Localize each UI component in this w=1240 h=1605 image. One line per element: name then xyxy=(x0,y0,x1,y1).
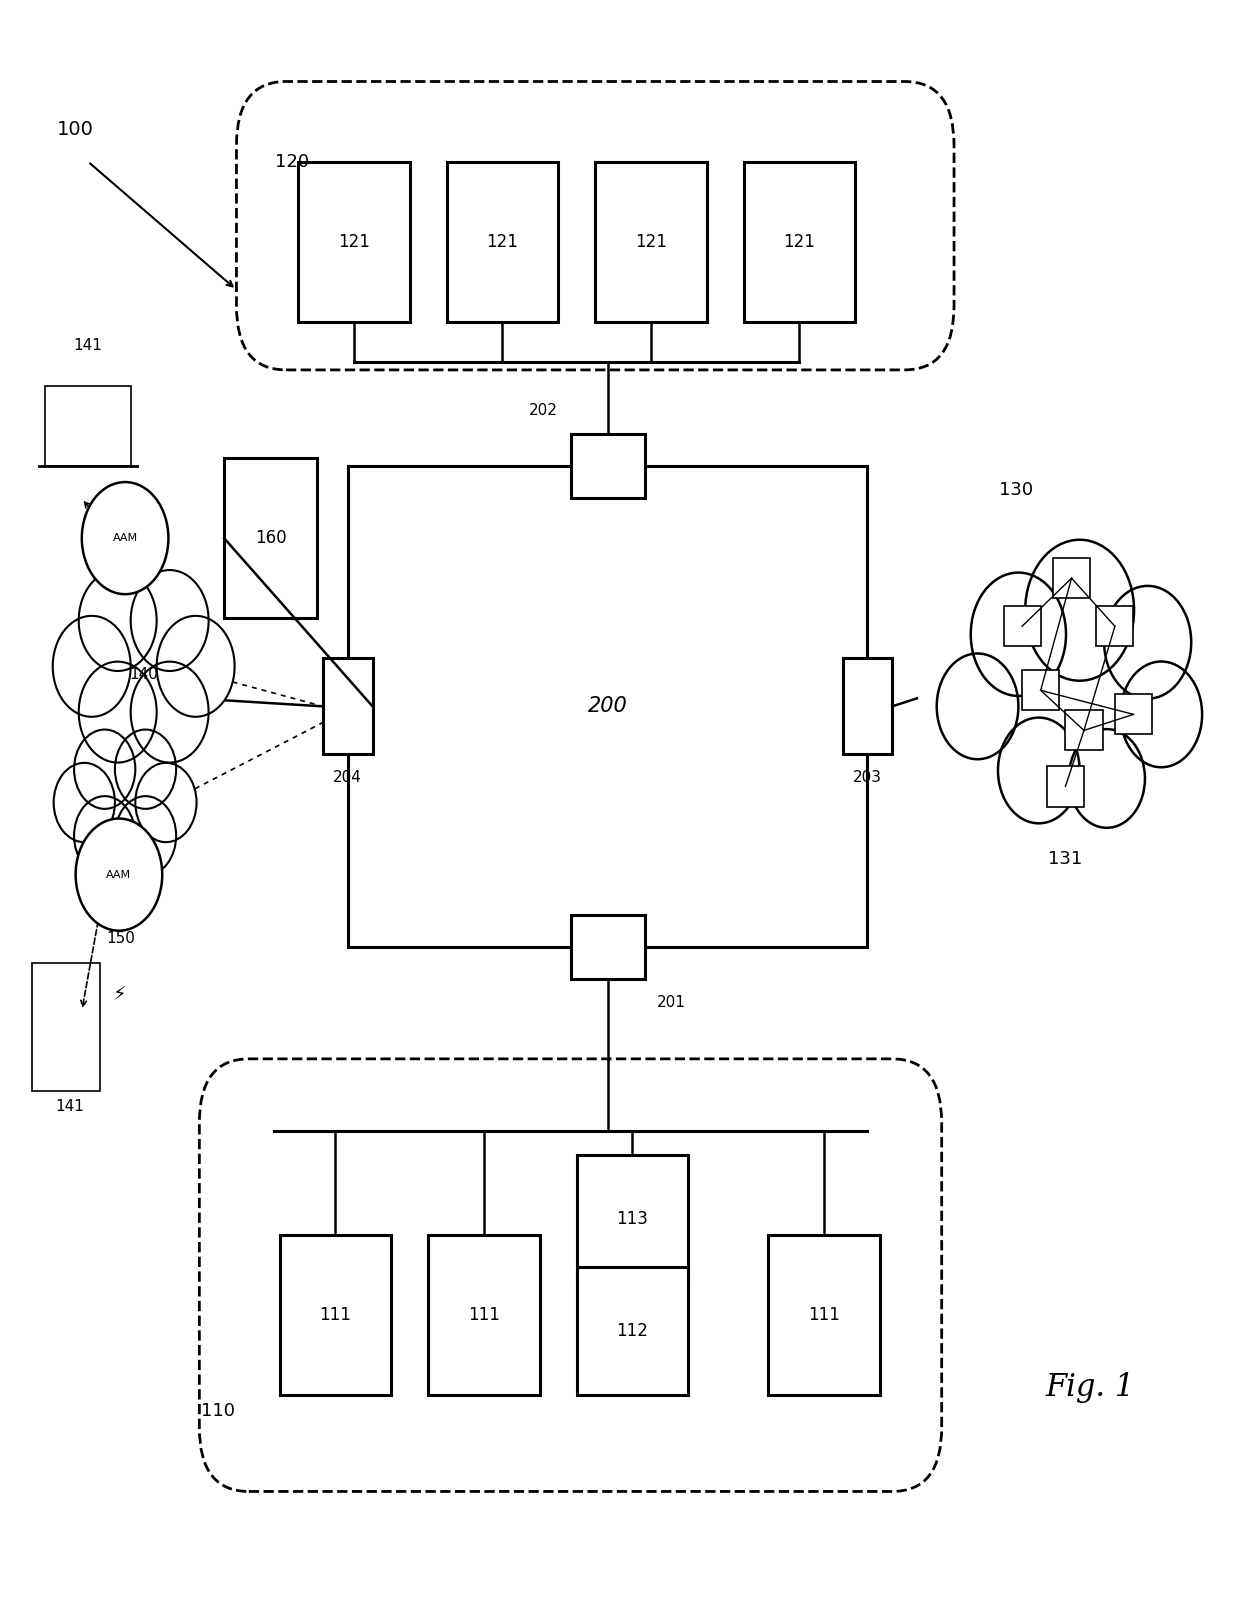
Bar xyxy=(570,433,645,498)
Circle shape xyxy=(53,616,130,717)
Circle shape xyxy=(115,730,176,809)
Circle shape xyxy=(82,482,169,594)
Circle shape xyxy=(78,661,156,762)
Bar xyxy=(280,1236,391,1395)
Bar xyxy=(299,162,409,323)
Text: 200: 200 xyxy=(588,697,627,716)
Circle shape xyxy=(76,819,162,931)
Bar xyxy=(1022,671,1059,711)
Text: 121: 121 xyxy=(635,233,667,250)
Text: AAM: AAM xyxy=(107,870,131,880)
Text: ⚡: ⚡ xyxy=(112,985,125,1005)
Circle shape xyxy=(130,661,208,762)
Circle shape xyxy=(1069,729,1145,828)
Text: 203: 203 xyxy=(853,770,882,785)
Text: Fig. 1: Fig. 1 xyxy=(1045,1372,1135,1403)
Text: 141: 141 xyxy=(73,339,103,353)
Text: 111: 111 xyxy=(808,1306,839,1324)
Circle shape xyxy=(135,762,197,843)
Text: 150: 150 xyxy=(107,931,135,947)
Text: 111: 111 xyxy=(467,1306,500,1324)
Circle shape xyxy=(115,796,176,875)
Circle shape xyxy=(53,762,115,843)
Text: 110: 110 xyxy=(201,1403,234,1420)
Circle shape xyxy=(1025,539,1135,681)
Bar xyxy=(570,915,645,979)
Bar xyxy=(1096,607,1133,647)
Bar xyxy=(1053,559,1090,599)
Circle shape xyxy=(1104,586,1192,698)
FancyBboxPatch shape xyxy=(237,82,954,369)
Circle shape xyxy=(156,616,234,717)
Bar xyxy=(577,1156,688,1282)
Text: AAM: AAM xyxy=(113,533,138,542)
Bar xyxy=(1065,711,1102,751)
Bar xyxy=(843,658,893,754)
Text: 150: 150 xyxy=(113,515,141,530)
Text: 100: 100 xyxy=(57,120,94,140)
Text: 130: 130 xyxy=(999,482,1033,499)
Text: 141: 141 xyxy=(55,1099,84,1114)
Text: 121: 121 xyxy=(784,233,816,250)
Bar xyxy=(446,162,558,323)
Circle shape xyxy=(130,570,208,671)
Circle shape xyxy=(1121,661,1202,767)
Bar xyxy=(45,385,131,465)
Bar xyxy=(1003,607,1040,647)
Circle shape xyxy=(998,717,1080,823)
Circle shape xyxy=(74,796,135,875)
Text: 113: 113 xyxy=(616,1210,649,1228)
Text: 131: 131 xyxy=(1048,849,1083,868)
Circle shape xyxy=(971,573,1066,697)
Circle shape xyxy=(74,730,135,809)
Bar xyxy=(347,465,868,947)
Bar xyxy=(1047,767,1084,806)
Bar xyxy=(1115,695,1152,735)
Text: 111: 111 xyxy=(320,1306,351,1324)
Text: 112: 112 xyxy=(616,1323,649,1340)
Text: 204: 204 xyxy=(334,770,362,785)
Bar xyxy=(744,162,856,323)
Bar xyxy=(224,457,317,618)
Circle shape xyxy=(936,653,1018,759)
Bar xyxy=(577,1266,688,1395)
Text: 121: 121 xyxy=(339,233,370,250)
Circle shape xyxy=(78,570,156,671)
Text: 202: 202 xyxy=(529,403,558,417)
Bar xyxy=(324,658,372,754)
Bar xyxy=(32,963,100,1091)
Text: 120: 120 xyxy=(275,152,309,170)
FancyBboxPatch shape xyxy=(200,1059,941,1491)
Bar xyxy=(428,1236,539,1395)
Bar xyxy=(595,162,707,323)
Text: 160: 160 xyxy=(255,530,286,547)
Text: 201: 201 xyxy=(657,995,686,1010)
Text: 140: 140 xyxy=(129,666,159,682)
Bar xyxy=(769,1236,880,1395)
Text: 121: 121 xyxy=(486,233,518,250)
